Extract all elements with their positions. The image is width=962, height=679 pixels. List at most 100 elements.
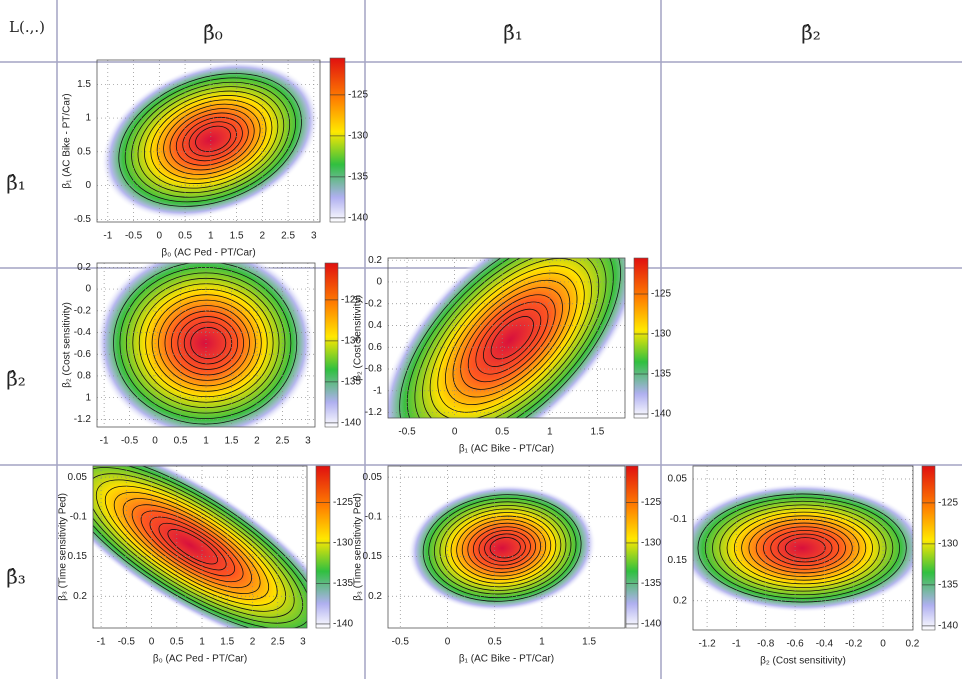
colorbar-tick-label: -125 <box>938 498 958 509</box>
y-tick-label: 0 <box>85 180 91 191</box>
contour <box>697 493 907 603</box>
colorbar-tick-label: -135 <box>348 172 368 183</box>
column-header: β̂₀ <box>203 21 223 45</box>
x-axis-label: β₁ (AC Bike - PT/Car) <box>459 654 554 665</box>
heatmap <box>97 263 315 427</box>
contour <box>733 511 873 585</box>
contour <box>113 491 270 600</box>
contour <box>452 279 571 398</box>
contour <box>131 504 253 589</box>
plot-frame <box>387 257 626 419</box>
contour <box>467 294 556 383</box>
row-header: β̂₂ <box>6 367 26 391</box>
y-tick-label: -0.2 <box>74 305 92 316</box>
colorbar-tick-label: -130 <box>341 336 361 347</box>
y-tick-label: -0.8 <box>365 364 383 375</box>
contour <box>489 537 521 559</box>
contour <box>158 522 227 571</box>
density <box>101 60 319 220</box>
colorbar-tick-label: -130 <box>651 329 671 340</box>
heatmap <box>407 484 597 612</box>
y-axis-label: β₂ (Cost sensitivity) <box>353 295 364 381</box>
density <box>97 263 315 427</box>
colorbar <box>633 257 649 419</box>
contour <box>484 533 526 562</box>
x-tick-label: 0.5 <box>488 637 502 648</box>
contour <box>143 90 279 189</box>
y-tick-label: 1.5 <box>77 79 91 90</box>
x-tick-label: 1 <box>208 231 214 242</box>
y-tick-label: 0.15 <box>668 555 688 566</box>
contour <box>149 516 236 577</box>
y-tick-label: 0.05 <box>363 472 383 483</box>
contour <box>151 294 262 392</box>
plot-frame <box>96 262 316 428</box>
y-tick-label: -0.1 <box>70 511 88 522</box>
x-tick-label: 2 <box>254 436 260 447</box>
y-tick-label: 0.2 <box>73 591 87 602</box>
contour <box>784 537 826 559</box>
x-tick-label: -1 <box>100 436 109 447</box>
contour <box>137 86 285 194</box>
x-tick-label: -0.5 <box>125 231 143 242</box>
contour <box>428 497 577 599</box>
plot-frame <box>92 465 308 629</box>
contour <box>445 508 562 588</box>
heatmap <box>388 258 625 418</box>
contour <box>437 265 585 413</box>
y-axis-label: β₃ (Time sensitivity Ped) <box>58 493 69 601</box>
y-tick-label: -0.4 <box>74 327 92 338</box>
contour <box>399 258 621 418</box>
contour <box>113 263 298 425</box>
colorbar-tick-label: -140 <box>348 213 368 224</box>
y-tick-label: 0.8 <box>77 371 91 382</box>
x-tick-label: -0.5 <box>392 637 410 648</box>
contour <box>483 308 542 367</box>
y-tick-label: 0.5 <box>77 146 91 157</box>
contour <box>122 498 261 594</box>
colorbar-tick-label: -135 <box>341 377 361 388</box>
contour <box>478 529 531 566</box>
y-axis-label: β₃ (Time sensitivity Ped) <box>353 493 364 601</box>
plot-frame <box>692 465 914 631</box>
y-tick-label: 0.2 <box>77 262 91 273</box>
contour <box>124 77 296 203</box>
contour <box>125 272 286 414</box>
x-tick-label: 1 <box>203 436 209 447</box>
x-axis-label: β₁ (AC Bike - PT/Car) <box>459 444 554 455</box>
x-tick-label: -0.2 <box>845 639 863 650</box>
contour <box>777 533 833 563</box>
x-tick-label: -1 <box>103 231 112 242</box>
x-tick-label: -0.5 <box>398 427 416 438</box>
x-axis-label: β₀ (AC Ped - PT/Car) <box>161 248 255 259</box>
colorbar-tick-label: -135 <box>938 580 958 591</box>
colorbar-tick-label: -140 <box>641 619 661 630</box>
colorbar <box>329 57 346 223</box>
contour <box>93 473 295 618</box>
x-tick-label: 1 <box>547 427 553 438</box>
colorbar <box>324 262 339 428</box>
row-header: β̂₁ <box>6 171 26 195</box>
x-tick-label: 0.5 <box>495 427 509 438</box>
y-tick-label: -1 <box>373 385 382 396</box>
contour <box>433 501 572 595</box>
colorbar-tick-label: -135 <box>651 369 671 380</box>
y-tick-label: 0.2 <box>368 255 382 266</box>
contour <box>467 522 542 573</box>
x-tick-label: 0 <box>152 436 158 447</box>
contour <box>167 529 219 565</box>
contour <box>177 316 239 370</box>
contour <box>150 95 273 184</box>
contour <box>188 121 237 157</box>
x-tick-label: 3 <box>300 637 306 648</box>
plot-frame <box>96 59 321 223</box>
x-tick-label: -1 <box>732 639 741 650</box>
contour <box>414 258 607 418</box>
x-tick-label: 1 <box>199 637 205 648</box>
contour <box>95 479 287 612</box>
contour <box>726 508 880 588</box>
x-tick-label: -1.2 <box>698 639 716 650</box>
y-tick-label: 1 <box>85 392 91 403</box>
colorbar <box>921 465 936 631</box>
y-tick-label: 0.2 <box>673 595 687 606</box>
